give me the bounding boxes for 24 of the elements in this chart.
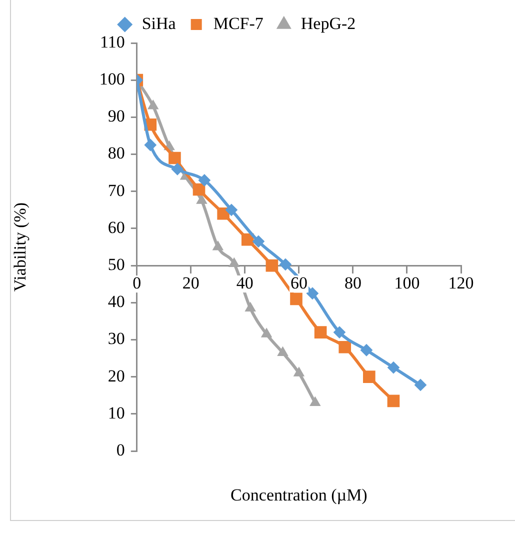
y-tick-label: 20 [108, 366, 125, 386]
x-tick-label: 120 [448, 274, 474, 293]
y-tick-label: 60 [108, 218, 125, 237]
legend-label: MCF-7 [213, 14, 264, 33]
y-tick-label: 0 [116, 440, 125, 460]
y-tick-label: 40 [108, 292, 125, 312]
x-axis-title: Concentration (µM) [230, 485, 368, 504]
y-tick-label: 80 [108, 144, 125, 163]
y-axis-title: Viability (%) [10, 202, 30, 292]
y-tick-label: 100 [99, 70, 125, 89]
x-tick-label: 100 [394, 274, 420, 293]
legend-label: SiHa [142, 14, 176, 33]
y-tick-label: 50 [108, 255, 125, 274]
x-tick-label: 80 [344, 274, 362, 293]
y-tick-label: 90 [108, 106, 125, 126]
x-tick-label: 20 [182, 274, 200, 293]
legend-label: HepG-2 [300, 14, 356, 33]
x-tick-label: 60 [290, 274, 308, 293]
y-tick-label: 30 [108, 329, 125, 348]
y-tick-label: 70 [108, 180, 125, 200]
y-tick-label: 110 [100, 32, 125, 52]
y-tick-label: 10 [108, 403, 125, 422]
x-tick-label: 40 [236, 274, 254, 293]
x-tick-label: 0 [132, 274, 142, 293]
